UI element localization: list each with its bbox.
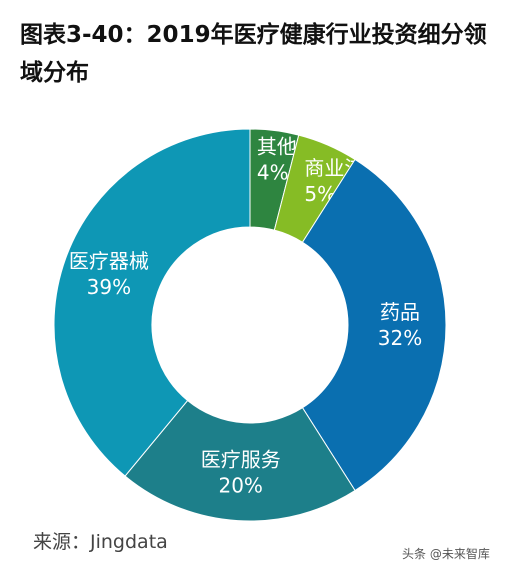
slice-value-4: 39% (87, 275, 131, 299)
slice-label-4: 医疗器械 (69, 249, 149, 273)
watermark-text: 头条 @未来智库 (402, 547, 490, 561)
slice-value-2: 32% (378, 326, 422, 350)
source-note: 来源：Jingdata (33, 531, 168, 553)
slice-label-3: 医疗服务 (201, 448, 281, 472)
chart-title: 图表3-40：2019年医疗健康行业投资细分领域分布 (20, 22, 487, 86)
slice-2 (301, 158, 447, 492)
slice-label-2: 药品 (380, 300, 420, 324)
slice-4 (53, 128, 251, 477)
slice-value-0: 4% (257, 160, 289, 184)
slice-label-0: 其他 (257, 134, 297, 158)
slice-3 (124, 399, 356, 522)
slice-value-3: 20% (218, 474, 262, 498)
